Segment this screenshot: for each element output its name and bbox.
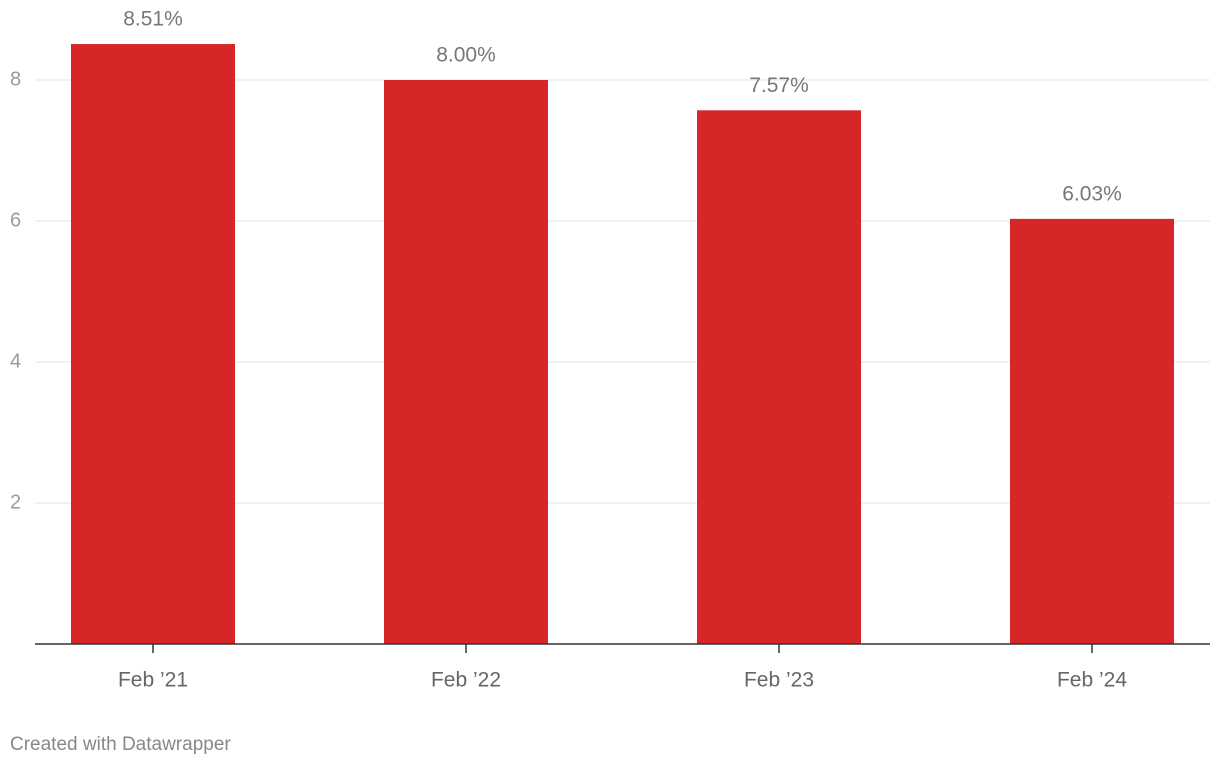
bar [71, 44, 235, 645]
y-tick-label: 4 [10, 350, 21, 372]
value-label: 6.03% [1062, 182, 1122, 205]
bar [1010, 218, 1174, 644]
x-tick-label: Feb ’24 [1057, 669, 1127, 692]
x-tick-label: Feb ’22 [431, 669, 501, 692]
footer: Created with Datawrapper [10, 734, 231, 755]
x-tick-label: Feb ’23 [744, 669, 814, 692]
value-label: 8.00% [436, 44, 496, 67]
y-tick-label: 6 [10, 209, 21, 231]
y-tick-label: 2 [10, 491, 21, 513]
value-label: 7.57% [749, 74, 809, 97]
bar [697, 110, 861, 644]
y-tick-label: 8 [10, 68, 21, 90]
x-tick-label: Feb ’21 [118, 669, 188, 692]
value-label: 8.51% [123, 8, 183, 31]
bar [384, 80, 548, 644]
